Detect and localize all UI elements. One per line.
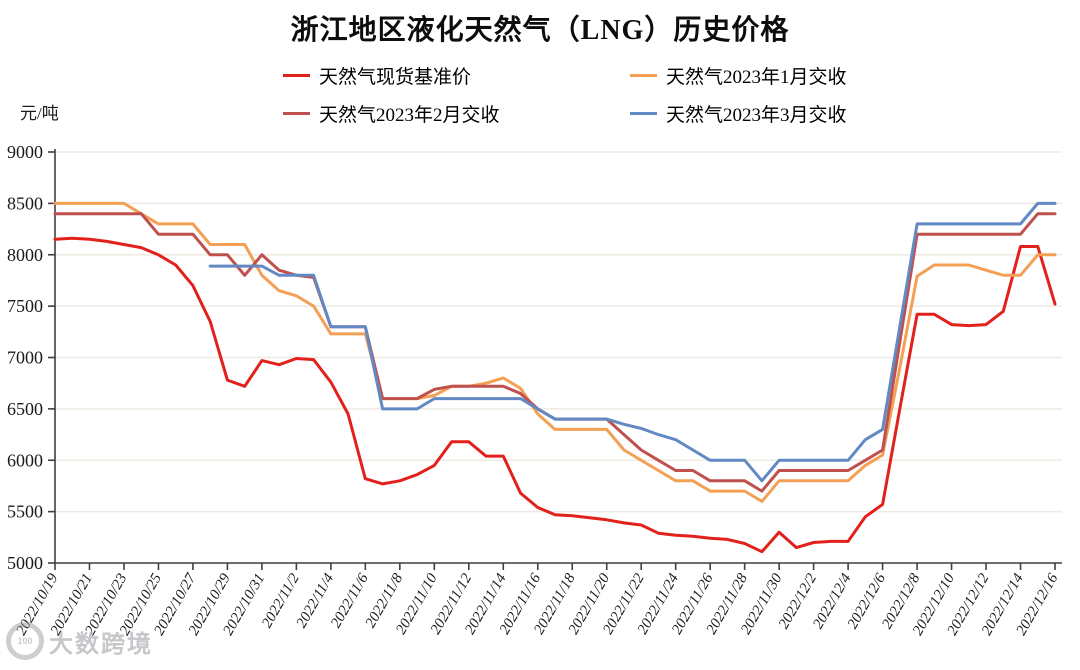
axes [48,149,1062,570]
svg-text:7500: 7500 [7,296,43,316]
legend-line-swatch-orange [630,74,657,77]
svg-text:6500: 6500 [7,399,43,419]
gridlines [55,151,1062,513]
watermark-logo-icon: 100 [6,622,44,660]
svg-text:9000: 9000 [7,142,43,162]
series-line-0 [53,236,1057,554]
legend-item-jan: 天然气2023年1月交收 [630,62,847,89]
series-line-3 [208,201,1057,483]
x-axis-labels: 2022/10/192022/10/212022/10/232022/10/25… [13,570,1061,638]
svg-text:8500: 8500 [7,193,43,213]
svg-text:6000: 6000 [7,450,43,470]
legend-label-spot: 天然气现货基准价 [319,67,472,88]
y-axis-unit-label: 元/吨 [20,104,59,123]
legend-line-swatch-brick [283,112,310,115]
legend-label-jan: 天然气2023年1月交收 [666,67,847,88]
legend-item-mar: 天然气2023年3月交收 [630,100,847,127]
svg-text:7000: 7000 [7,348,43,368]
legend-line-swatch-red [283,74,310,77]
legend: 天然气现货基准价 天然气2023年1月交收 天然气2023年2月交收 天然气20… [283,62,847,127]
legend-label-feb: 天然气2023年2月交收 [319,105,500,126]
legend-item-spot: 天然气现货基准价 [283,62,630,89]
watermark: 100 大数跨境 [6,622,153,660]
series-line-1 [53,201,1057,503]
legend-item-feb: 天然气2023年2月交收 [283,100,630,127]
svg-text:5500: 5500 [7,502,43,522]
legend-line-swatch-blue [630,112,657,115]
svg-text:8000: 8000 [7,245,43,265]
watermark-text: 大数跨境 [49,631,153,658]
legend-label-mar: 天然气2023年3月交收 [666,105,847,126]
y-axis-labels: 5000 5500 6000 6500 7000 7500 8000 8500 9000 [7,142,43,573]
chart-title: 浙江地区液化天然气（LNG）历史价格 [290,15,790,46]
svg-text:5000: 5000 [7,553,43,573]
